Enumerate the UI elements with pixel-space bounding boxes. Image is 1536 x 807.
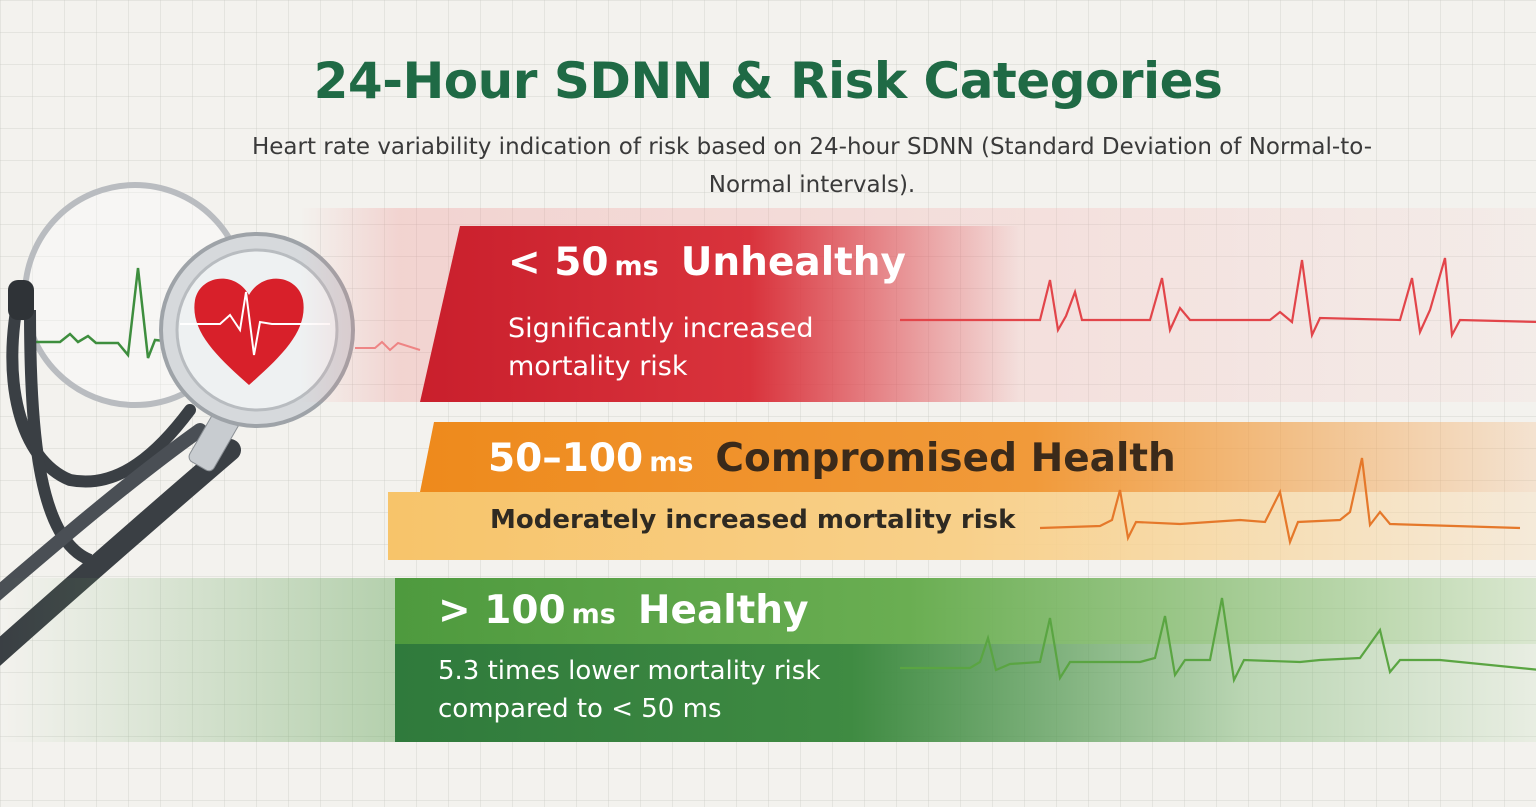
page-title: 24-Hour SDNN & Risk Categories [313,52,1223,110]
healthy-label: Healthy [637,588,809,633]
compromised-range: 50–100 [488,436,644,481]
compromised-unit: ms [649,447,694,478]
healthy-description: 5.3 times lower mortality risk compared … [438,656,821,724]
healthy-ecg [900,597,1536,684]
unhealthy-unit: ms [614,251,659,282]
compromised-band-bottom [388,492,1536,560]
healthy-band-bottom [395,644,1536,742]
compromised-description: Moderately increased mortality risk [490,505,1016,535]
unhealthy-ecg [900,257,1536,339]
healthy-heading: > 100 ms Healthy [438,588,809,633]
unhealthy-heading: < 50 ms Unhealthy [508,240,906,285]
unhealthy-range: < 50 [508,240,609,285]
ecg-waveform-icon [30,267,176,359]
healthy-unit: ms [571,599,616,630]
healthy-fade [0,578,420,742]
healthy-range: > 100 [438,588,566,633]
unhealthy-description: Significantly increased mortality risk [508,313,814,382]
healthy-band-top [395,578,1536,644]
compromised-heading: 50–100 ms Compromised Health [488,436,1176,481]
compromised-label: Compromised Health [715,436,1176,481]
heart-icon [194,278,304,385]
page-subtitle: Heart rate variability indication of ris… [251,134,1373,198]
compromised-ecg [1039,457,1521,546]
unhealthy-label: Unhealthy [680,240,906,285]
compromised-band-top [420,422,1536,492]
unhealthy-panel [420,226,1020,402]
